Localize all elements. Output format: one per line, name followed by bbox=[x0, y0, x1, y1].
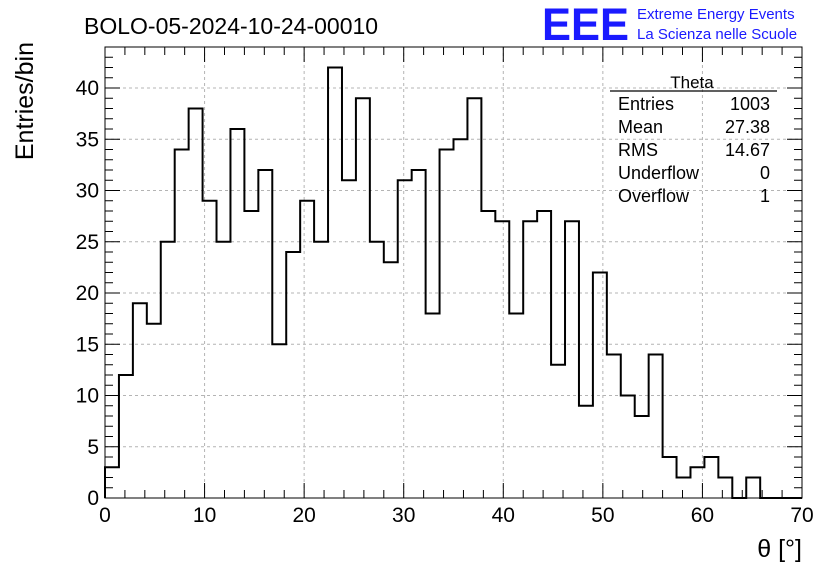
stats-box-title: Theta bbox=[670, 73, 714, 92]
stats-value-underflow: 0 bbox=[760, 163, 770, 183]
stats-label-mean: Mean bbox=[618, 117, 663, 137]
histogram-bin bbox=[272, 344, 286, 498]
eee-logo-letters: EEE bbox=[542, 0, 629, 50]
histogram-bin bbox=[230, 129, 244, 498]
x-tick-label: 30 bbox=[392, 504, 415, 527]
stats-value-mean: 27.38 bbox=[725, 117, 770, 137]
histogram-layer bbox=[104, 66, 802, 499]
histogram-bin bbox=[426, 314, 440, 499]
histogram-bin bbox=[579, 406, 593, 498]
histogram-bin bbox=[481, 211, 495, 498]
histogram-bin bbox=[621, 396, 635, 499]
histogram-bin bbox=[217, 242, 231, 498]
y-tick-label: 40 bbox=[76, 77, 99, 100]
stats-label-underflow: Underflow bbox=[618, 163, 700, 183]
y-tick-label: 10 bbox=[76, 385, 99, 408]
histogram-bin bbox=[161, 242, 175, 498]
histogram-bin bbox=[746, 478, 760, 499]
histogram-bin bbox=[370, 242, 384, 498]
stats-label-overflow: Overflow bbox=[618, 186, 690, 206]
histogram-bin bbox=[258, 170, 272, 498]
histogram-outline bbox=[104, 66, 802, 499]
histogram-bin bbox=[175, 150, 189, 499]
eee-logo-line1: Extreme Energy Events bbox=[637, 6, 795, 23]
histogram-bin bbox=[704, 457, 718, 498]
histogram-bin bbox=[412, 170, 426, 498]
histogram-bin bbox=[593, 273, 607, 499]
histogram-bin bbox=[635, 416, 649, 498]
y-tick-label: 35 bbox=[76, 128, 99, 151]
histogram-bin bbox=[356, 98, 370, 498]
y-tick-label: 25 bbox=[76, 231, 99, 254]
histogram-bin bbox=[314, 242, 328, 498]
stats-value-entries: 1003 bbox=[730, 94, 770, 114]
histogram-bin bbox=[677, 478, 691, 499]
stats-label-entries: Entries bbox=[618, 94, 674, 114]
histogram-bin bbox=[203, 201, 217, 498]
histogram-bin bbox=[244, 211, 258, 498]
histogram-bin bbox=[649, 355, 663, 499]
histogram-bin bbox=[537, 211, 551, 498]
y-tick-label: 15 bbox=[76, 333, 99, 356]
stats-box: Theta Entries 1003 Mean 27.38 RMS 14.67 … bbox=[610, 73, 777, 206]
y-tick-label: 0 bbox=[87, 487, 99, 510]
x-tick-label: 60 bbox=[691, 504, 714, 527]
histogram-bin bbox=[328, 68, 342, 499]
stats-value-overflow: 1 bbox=[760, 186, 770, 206]
histogram-bin bbox=[454, 139, 468, 498]
histogram-bin bbox=[384, 262, 398, 498]
histogram-bin bbox=[523, 221, 537, 498]
stats-value-rms: 14.67 bbox=[725, 140, 770, 160]
histogram-bin bbox=[133, 303, 147, 498]
x-axis-label: θ [°] bbox=[757, 535, 802, 563]
histogram-bin bbox=[565, 221, 579, 498]
y-tick-label: 20 bbox=[76, 282, 99, 305]
x-tick-label: 20 bbox=[292, 504, 315, 527]
histogram-bin bbox=[286, 252, 300, 498]
x-tick-label: 40 bbox=[492, 504, 515, 527]
histogram-bin bbox=[551, 365, 565, 498]
histogram-bin bbox=[300, 201, 314, 498]
histogram-bin bbox=[105, 467, 119, 498]
histogram-bin bbox=[607, 355, 621, 499]
histogram-bin bbox=[495, 221, 509, 498]
histogram-bin bbox=[718, 478, 732, 499]
y-axis-label: Entries/bin bbox=[11, 42, 39, 160]
x-tick-label: 50 bbox=[591, 504, 614, 527]
histogram-bin bbox=[663, 457, 677, 498]
y-tick-label: 5 bbox=[87, 436, 99, 459]
x-axis: 0 10 20 30 40 50 60 70 bbox=[99, 47, 814, 527]
y-tick-label: 30 bbox=[76, 180, 99, 203]
x-tick-label: 0 bbox=[99, 504, 111, 527]
eee-logo: EEE Extreme Energy Events La Scienza nel… bbox=[542, 0, 797, 50]
eee-logo-line2: La Scienza nelle Scuole bbox=[637, 26, 797, 43]
histogram-bin bbox=[342, 180, 356, 498]
x-tick-label: 10 bbox=[193, 504, 216, 527]
histogram-bin bbox=[398, 180, 412, 498]
histogram-bin bbox=[189, 109, 203, 499]
chart-title: BOLO-05-2024-10-24-00010 bbox=[84, 13, 378, 39]
histogram-bin bbox=[509, 314, 523, 499]
histogram-bin bbox=[147, 324, 161, 498]
x-tick-label: 70 bbox=[790, 504, 813, 527]
stats-label-rms: RMS bbox=[618, 140, 658, 160]
histogram-bin bbox=[119, 375, 133, 498]
histogram-bin bbox=[467, 98, 481, 498]
histogram-bin bbox=[440, 150, 454, 499]
